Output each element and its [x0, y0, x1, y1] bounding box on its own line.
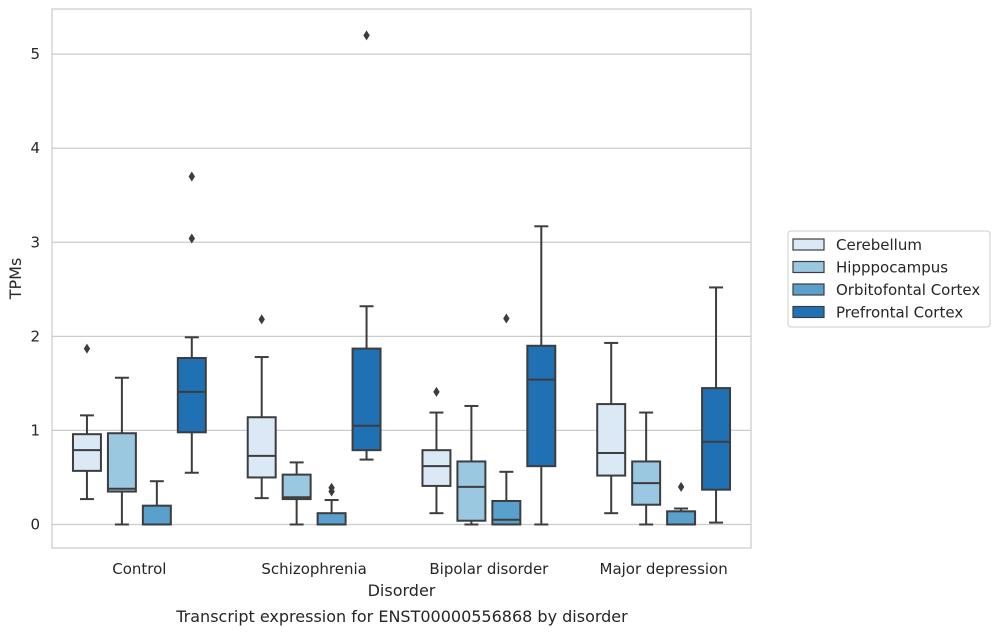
y-tick-label: 2: [30, 327, 40, 345]
box: [526, 344, 557, 468]
outlier-point: [328, 482, 335, 493]
outlier-point: [188, 233, 195, 244]
x-axis-label: Disorder: [368, 581, 436, 600]
box-group: [71, 343, 102, 501]
legend: Cerebellum Hipppocampus Orbitofontal Corte…: [787, 230, 991, 328]
box: [456, 460, 487, 522]
gridlines: [52, 53, 751, 526]
box: [421, 449, 452, 487]
outlier-point: [677, 481, 685, 492]
outlier-point: [258, 314, 265, 325]
box: [141, 504, 172, 526]
plot-boxes: [71, 30, 732, 526]
plot-area-frame: [51, 8, 752, 549]
box-group: [246, 314, 277, 500]
box: [281, 473, 312, 501]
outlier-point: [83, 343, 91, 354]
y-tick-label: 0: [30, 515, 40, 533]
box-group: [316, 482, 347, 526]
box-group: [281, 461, 312, 526]
outlier-point: [433, 386, 440, 397]
legend-frame: [787, 230, 991, 328]
chart-title: Transcript expression for ENST0000055686…: [175, 607, 628, 626]
outlier-point: [188, 171, 195, 182]
y-axis-label: TPMs: [6, 258, 25, 301]
legend-label: Hipppocampus: [836, 259, 948, 277]
box: [666, 510, 697, 526]
x-axis-ticks: Control Schizophrenia Bipolar disorder Majo…: [112, 560, 727, 578]
box: [596, 403, 627, 477]
y-axis-ticks: 0 1 2 3 4 5: [30, 45, 40, 533]
box-group: [456, 404, 487, 526]
y-tick-label: 4: [30, 139, 40, 157]
legend-label: Prefrontal Cortex: [836, 304, 963, 322]
legend-label: Orbitofontal Cortex: [836, 281, 980, 299]
box-group: [701, 286, 732, 524]
y-tick-label: 1: [30, 421, 40, 439]
box: [316, 512, 347, 526]
box: [106, 432, 137, 493]
y-tick-label: 5: [30, 45, 40, 63]
x-tick-label: Control: [112, 560, 166, 578]
box-group: [351, 30, 382, 461]
x-tick-label: Schizophrenia: [261, 560, 366, 578]
box: [701, 387, 732, 491]
box-group: [666, 481, 697, 526]
outlier-point: [363, 30, 370, 41]
box: [246, 416, 277, 479]
box-group: [421, 386, 452, 515]
box: [351, 347, 382, 452]
box: [176, 356, 207, 434]
box-group: [491, 313, 522, 526]
box-group: [596, 341, 627, 515]
box-group: [106, 376, 137, 526]
x-tick-label: Bipolar disorder: [429, 560, 549, 578]
legend-swatch: [792, 260, 825, 274]
box-group: [631, 411, 662, 526]
y-tick-label: 3: [30, 233, 40, 251]
box: [71, 433, 102, 472]
legend-swatch: [792, 283, 825, 296]
box-group: [176, 171, 207, 474]
box: [491, 499, 522, 526]
legend-swatch: [792, 238, 825, 251]
box-group: [141, 480, 172, 526]
outlier-point: [503, 313, 510, 324]
box-group: [526, 225, 557, 526]
legend-label: Cerebellum: [836, 236, 922, 254]
x-tick-label: Major depression: [600, 560, 728, 578]
legend-swatch: [792, 305, 825, 319]
